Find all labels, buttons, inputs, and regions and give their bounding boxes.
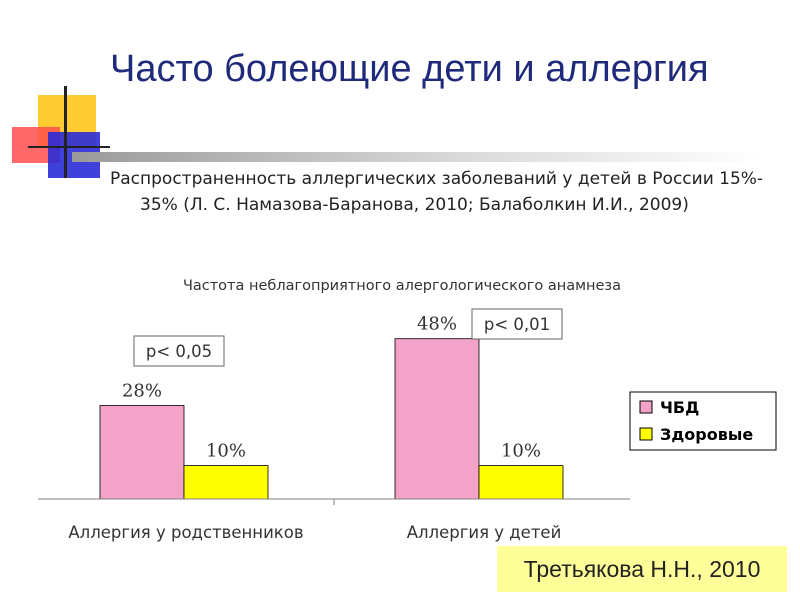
data-label-healthy-relatives: 10% [206,441,246,462]
category-label-children: Аллергия у детей [407,523,562,542]
decor-horizontal-line [28,146,110,148]
legend-swatch-chbd [639,400,653,414]
legend-swatch-healthy [639,427,653,441]
chart-title: Частота неблагоприятного алергологическо… [183,278,621,294]
decor-vertical-line [64,86,67,178]
p-value-box-2: p< 0,01 [471,308,563,340]
p-value-box-1-frame [133,335,225,367]
p-value-1: p< 0,05 [146,342,212,361]
bar-healthy-relatives [183,465,269,500]
data-label-chbd-children: 48% [417,314,457,335]
legend: ЧБД Здоровые [629,391,777,451]
category-label-relatives: Аллергия у родственников [68,523,303,542]
bar-chbd-relatives [99,405,185,500]
slide-title: Часто болеющие дети и аллергия [110,48,709,90]
p-value-2: p< 0,01 [484,315,550,334]
data-label-chbd-relatives: 28% [122,380,162,401]
legend-label-healthy: Здоровые [660,425,753,444]
data-label-healthy-children: 10% [501,441,541,462]
bar-chbd-children [394,338,480,500]
legend-frame [629,391,777,451]
legend-label-chbd: ЧБД [660,398,699,417]
p-value-box-2-frame [471,308,563,340]
bar-healthy-children [478,465,564,500]
title-underline [72,152,762,162]
source-citation: Третьякова Н.Н., 2010 [497,546,787,592]
p-value-box-1: p< 0,05 [133,335,225,367]
bullet-text: Распространенность аллергических заболев… [110,169,764,215]
